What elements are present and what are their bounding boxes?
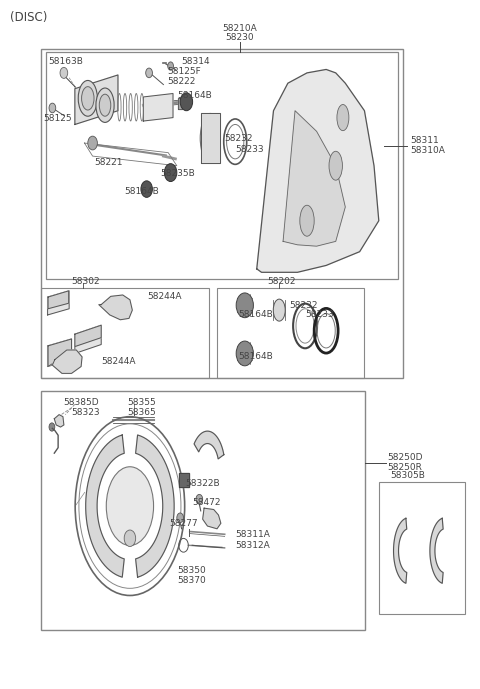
Text: 58310A: 58310A [410,146,445,155]
Circle shape [177,513,183,522]
Text: 58305B: 58305B [391,471,426,480]
Polygon shape [201,114,220,163]
Polygon shape [75,325,101,347]
Ellipse shape [300,205,314,236]
Text: 58125F: 58125F [167,67,201,76]
Text: 58350: 58350 [177,566,205,575]
Bar [217,288,364,378]
Polygon shape [75,325,101,353]
Ellipse shape [106,466,154,546]
Polygon shape [52,350,82,373]
Text: 58232: 58232 [289,302,317,311]
Text: 58233: 58233 [306,311,334,320]
Text: 58244A: 58244A [102,357,136,366]
Polygon shape [203,508,221,528]
Text: 58221: 58221 [94,158,122,167]
Text: 58222: 58222 [167,77,196,86]
Polygon shape [430,518,443,584]
Bar [41,288,209,378]
Circle shape [236,341,253,366]
Text: 58163B: 58163B [48,56,84,65]
Polygon shape [48,291,69,315]
Bar [41,49,403,378]
Text: 58235B: 58235B [160,169,195,178]
Ellipse shape [78,81,97,116]
Text: 58277: 58277 [169,519,198,528]
Polygon shape [136,435,174,577]
Polygon shape [179,473,189,487]
Text: 58210A: 58210A [223,23,257,32]
Polygon shape [75,75,118,125]
Text: (DISC): (DISC) [10,12,48,24]
Text: 58323: 58323 [72,408,100,417]
Bar [41,391,365,630]
Text: 58302: 58302 [72,277,100,286]
Text: 58370: 58370 [177,576,205,585]
Polygon shape [144,94,173,121]
Text: 58314: 58314 [181,56,210,65]
Text: 58322B: 58322B [185,479,219,488]
Text: 58125: 58125 [44,114,72,123]
Ellipse shape [273,299,285,321]
Text: 58365: 58365 [128,408,156,417]
Text: 58202: 58202 [267,277,295,286]
Circle shape [180,93,192,111]
Ellipse shape [329,152,342,180]
Polygon shape [48,339,72,367]
Circle shape [49,103,56,113]
Text: 58164B: 58164B [177,91,212,100]
Circle shape [60,68,68,79]
Text: 58311A: 58311A [235,530,270,539]
Polygon shape [394,518,407,584]
Circle shape [168,62,173,70]
Circle shape [124,530,136,546]
Text: 58355: 58355 [128,398,156,407]
Text: 58472: 58472 [192,498,221,507]
Bar [46,52,398,279]
Circle shape [88,136,97,150]
Polygon shape [48,291,69,309]
Text: 58311: 58311 [410,136,439,145]
Bar [379,482,465,614]
Polygon shape [48,339,72,367]
Ellipse shape [99,94,111,116]
Text: 58385D: 58385D [63,398,98,407]
Circle shape [196,495,203,504]
Text: 58164B: 58164B [239,352,273,361]
Text: 58250D: 58250D [387,453,423,462]
Polygon shape [54,415,64,427]
Text: 58232: 58232 [225,134,253,143]
Polygon shape [178,99,181,109]
Text: 58164B: 58164B [124,187,159,196]
Polygon shape [257,70,379,272]
Text: 58312A: 58312A [235,541,270,550]
Polygon shape [194,431,224,459]
Text: 58164B: 58164B [239,311,273,320]
Ellipse shape [82,87,94,110]
Polygon shape [86,435,124,577]
Ellipse shape [337,105,349,131]
Circle shape [236,293,253,318]
Ellipse shape [200,114,220,163]
Circle shape [146,68,153,78]
Circle shape [164,164,177,181]
Text: 58250R: 58250R [387,463,422,472]
Circle shape [141,181,153,197]
Circle shape [49,423,55,431]
Ellipse shape [96,88,114,123]
Polygon shape [283,111,345,246]
Polygon shape [99,295,132,320]
Text: 58230: 58230 [226,32,254,41]
Text: 58233: 58233 [235,145,264,154]
Text: 58244A: 58244A [148,292,182,301]
